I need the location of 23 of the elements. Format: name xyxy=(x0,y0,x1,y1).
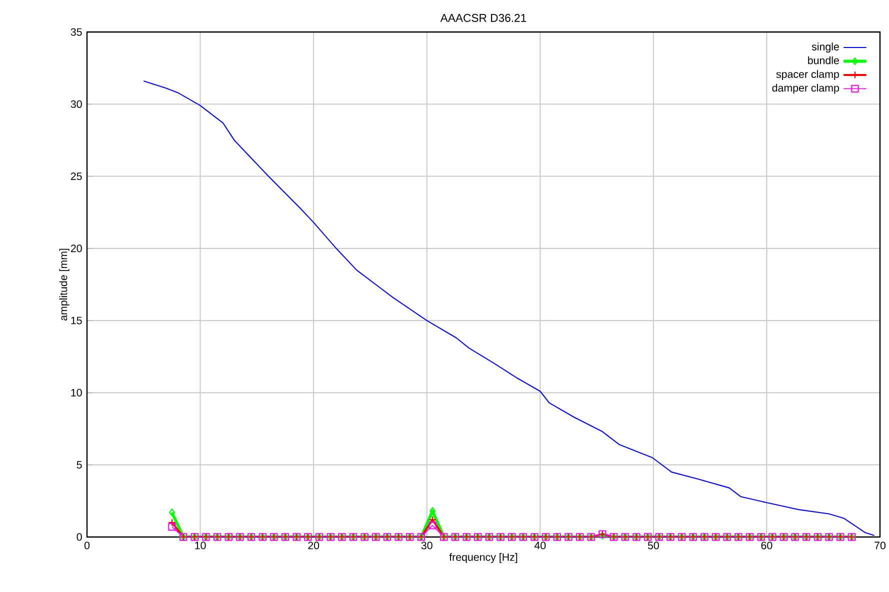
chart-title: AAACSR D36.21 xyxy=(440,14,526,22)
y-axis-title: amplitude [mm] xyxy=(59,248,70,320)
legend-label: single xyxy=(812,42,839,53)
x-tick-label: 70 xyxy=(874,542,886,550)
x-tick-label: 10 xyxy=(195,542,206,550)
x-axis-title: frequency [Hz] xyxy=(449,553,518,564)
x-tick-label: 0 xyxy=(84,542,90,550)
y-tick-label: 10 xyxy=(71,388,82,396)
x-tick-label: 40 xyxy=(534,542,546,550)
x-tick-label: 50 xyxy=(648,542,659,550)
legend-label: spacer clamp xyxy=(776,70,839,80)
y-tick-label: 5 xyxy=(76,461,82,469)
y-tick-label: 25 xyxy=(70,172,82,180)
y-tick-label: 35 xyxy=(70,28,82,36)
x-tick-label: 30 xyxy=(421,542,432,550)
x-tick-label: 60 xyxy=(761,542,772,550)
y-tick-label: 15 xyxy=(71,316,82,324)
y-tick-label: 20 xyxy=(70,244,82,252)
x-tick-label: 20 xyxy=(308,542,320,550)
legend-label: bundle xyxy=(808,56,839,64)
y-tick-label: 0 xyxy=(76,533,82,541)
legend-label: damper clamp xyxy=(772,84,839,94)
y-tick-label: 30 xyxy=(70,100,82,108)
